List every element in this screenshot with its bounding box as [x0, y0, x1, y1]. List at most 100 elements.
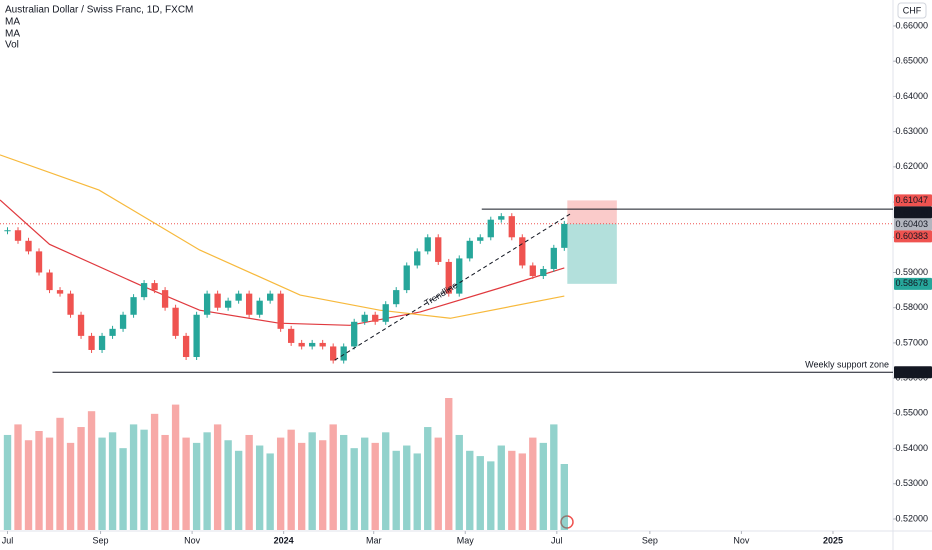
candle	[519, 237, 526, 266]
x-tick-label: Mar	[366, 535, 382, 545]
volume-bar	[171, 404, 180, 530]
candle	[67, 293, 74, 315]
volume-bar	[361, 437, 369, 530]
candle	[309, 342, 316, 347]
price-label: 0.60403	[895, 219, 928, 229]
volume-bar	[308, 432, 316, 530]
volume-bar	[466, 450, 474, 530]
price-label: 0.61047	[895, 195, 928, 205]
candle	[382, 304, 389, 322]
volume-bar	[560, 464, 568, 530]
candle	[340, 346, 347, 361]
volume-bar	[476, 456, 484, 530]
x-tick-label: Sep	[93, 535, 109, 545]
volume-bar	[297, 442, 306, 530]
support-label: Weekly support zone	[805, 360, 889, 370]
candle	[14, 230, 22, 241]
volume-bar	[45, 437, 54, 530]
y-tick-label: 0.65000	[895, 56, 928, 66]
volume-bar	[539, 442, 547, 530]
volume-bar	[140, 429, 148, 530]
volume-bar	[340, 434, 348, 530]
volume-bar	[87, 411, 96, 530]
candle	[445, 261, 452, 294]
y-tick-label: 0.58000	[895, 302, 928, 312]
price-label: 0.60383	[895, 231, 928, 241]
y-tick-label: 0.66000	[895, 20, 928, 30]
x-tick-label: Jul	[2, 535, 14, 545]
currency[interactable]: CHF	[903, 5, 922, 15]
y-tick-label: 0.59000	[895, 267, 928, 277]
volume-bar	[403, 445, 411, 530]
y-tick-label: 0.62000	[895, 161, 928, 171]
volume-bar	[77, 427, 85, 530]
candle	[403, 265, 410, 291]
volume-bar	[508, 450, 516, 530]
candle	[361, 314, 368, 322]
candle	[98, 335, 106, 350]
candle	[477, 237, 484, 241]
candle	[424, 237, 431, 252]
y-tick-label: 0.64000	[895, 91, 928, 101]
volume-bar	[14, 424, 22, 530]
candle	[550, 247, 557, 269]
candle	[372, 314, 379, 322]
price-label-box	[894, 366, 932, 379]
price-label-box	[894, 230, 932, 243]
volume-bar	[66, 442, 75, 530]
y-tick-label: 0.52000	[895, 513, 928, 523]
volume-bar	[213, 424, 222, 530]
price-label-box	[894, 194, 932, 207]
volume-bar	[108, 432, 117, 530]
x-tick-label: Nov	[184, 535, 201, 545]
stop-zone	[567, 200, 617, 224]
candle	[508, 216, 515, 238]
x-tick-label: May	[457, 535, 475, 545]
candle	[256, 300, 263, 315]
candle	[35, 251, 43, 273]
volume-bar	[371, 442, 379, 530]
volume-bar	[266, 453, 274, 530]
candle	[224, 300, 232, 308]
x-tick-label: 2025	[823, 535, 843, 545]
volume-bar	[350, 448, 358, 530]
candle	[151, 283, 158, 291]
y-tick-label: 0.54000	[895, 443, 928, 453]
candle	[319, 342, 326, 347]
volume-bar	[287, 429, 295, 530]
candle	[109, 328, 116, 336]
volume-bar	[224, 440, 232, 530]
candle	[193, 314, 200, 358]
indicator: MA	[5, 17, 20, 28]
candle	[561, 223, 568, 248]
candle	[351, 321, 358, 347]
volume-bar	[424, 427, 432, 530]
candle	[435, 237, 442, 262]
candle	[529, 265, 536, 277]
volume-bar	[445, 398, 453, 530]
candle	[487, 219, 494, 238]
candle	[161, 290, 169, 308]
candle	[172, 307, 179, 336]
volume-bar	[161, 434, 169, 530]
volume-bar	[434, 437, 442, 530]
candle	[277, 293, 284, 329]
volume-bar	[129, 424, 138, 530]
candle	[56, 290, 64, 294]
price-label-box	[894, 206, 932, 219]
candle	[88, 335, 95, 350]
volume-bar	[203, 432, 211, 530]
indicator: MA	[5, 29, 20, 40]
currency-box[interactable]	[897, 2, 927, 19]
indicator: Vol	[5, 40, 19, 51]
candle	[456, 258, 463, 294]
price-label: 0.60800	[895, 207, 928, 217]
candle	[466, 240, 473, 259]
candle	[414, 251, 421, 266]
chart-title: Australian Dollar / Swiss Franc, 1D, FXC…	[5, 5, 193, 16]
y-tick-label: 0.63000	[895, 126, 928, 136]
volume-bar	[382, 432, 390, 530]
x-tick-label: 2024	[274, 535, 294, 545]
